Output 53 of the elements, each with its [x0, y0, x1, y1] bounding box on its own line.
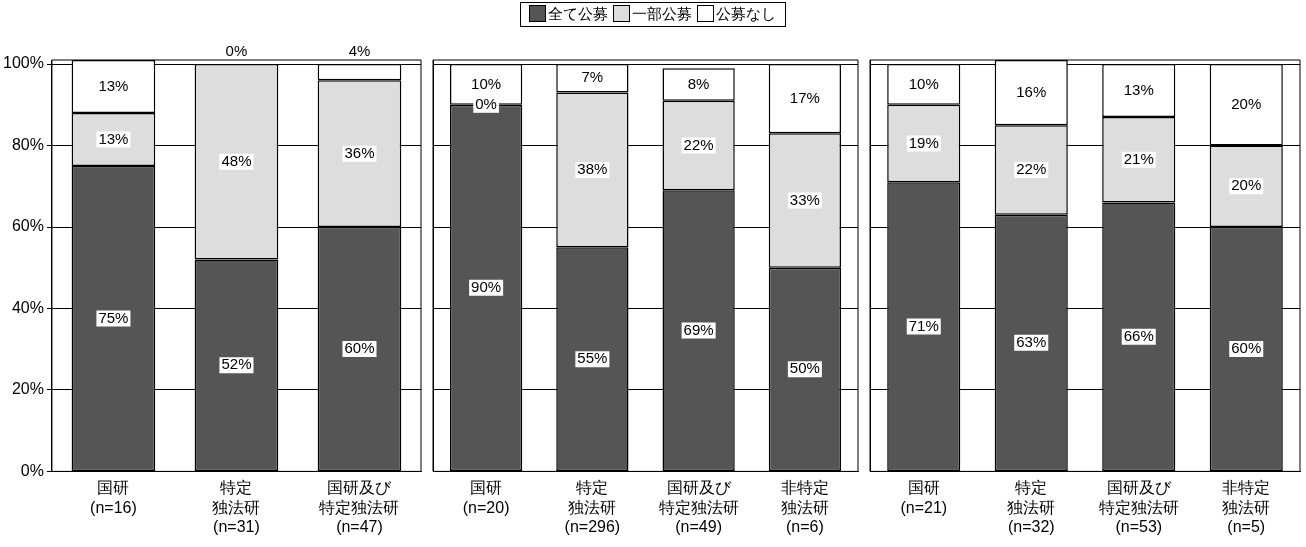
data-label: 10% — [471, 74, 502, 92]
data-label: 10% — [908, 74, 939, 92]
x-tick-label: 国研(n=16) — [90, 479, 137, 516]
x-tick-label: 非特定独法研(n=5) — [1222, 479, 1271, 535]
data-label: 55% — [577, 349, 608, 367]
x-tick-label: 国研及び特定独法研(n=49) — [658, 479, 739, 535]
data-label: 66% — [1123, 326, 1154, 344]
x-tick-label: 特定独法研(n=31) — [212, 479, 261, 535]
data-label: 36% — [344, 143, 375, 161]
y-tick-label: 0% — [20, 461, 44, 479]
data-label: 60% — [1231, 339, 1262, 357]
data-label: 48% — [221, 151, 252, 169]
y-tick-label: 40% — [11, 298, 44, 316]
x-tick-label: 特定独法研(n=32) — [1007, 479, 1056, 535]
x-tick-label: 非特定独法研(n=6) — [780, 479, 829, 535]
data-label: 20% — [1231, 94, 1262, 112]
data-label: 13% — [98, 129, 129, 147]
data-label: 0% — [225, 42, 248, 60]
data-label: 7% — [581, 68, 604, 86]
data-label: 52% — [221, 355, 252, 373]
data-label: 63% — [1016, 332, 1047, 350]
data-label: 4% — [348, 42, 371, 60]
data-label: 13% — [1123, 80, 1154, 98]
x-tick-label: 国研(n=20) — [462, 479, 510, 516]
text: 公募なし — [715, 5, 776, 24]
x-tick-label: 国研(n=21) — [900, 479, 948, 516]
data-label: 21% — [1123, 149, 1154, 167]
data-label: 90% — [471, 277, 502, 295]
data-label: 69% — [683, 320, 714, 338]
x-tick-label: 国研及び特定独法研(n=47) — [319, 479, 400, 535]
data-label: 13% — [98, 76, 129, 94]
y-tick-label: 100% — [3, 54, 44, 72]
legend-label: 一部公募 — [631, 5, 692, 24]
data-label: 19% — [908, 133, 939, 151]
data-label: 17% — [789, 88, 820, 106]
y-tick-label: 60% — [11, 217, 44, 235]
legend-label: 全て公募 — [547, 5, 608, 24]
data-label: 38% — [577, 160, 608, 178]
y-tick-label: 20% — [11, 380, 44, 398]
data-label: 20% — [1231, 176, 1262, 194]
data-label: 8% — [687, 74, 710, 92]
data-label: 71% — [908, 316, 939, 334]
data-label: 60% — [344, 339, 375, 357]
data-label: 16% — [1016, 82, 1047, 100]
x-tick-label: 特定独法研(n=296) — [564, 479, 621, 535]
data-label: 33% — [789, 190, 820, 208]
data-label: 22% — [1016, 160, 1047, 178]
data-label: 50% — [789, 359, 820, 377]
y-tick-label: 80% — [11, 135, 44, 153]
data-label: 22% — [683, 135, 714, 153]
x-tick-label: 国研及び特定独法研(n=53) — [1098, 479, 1179, 535]
data-label: 75% — [98, 308, 129, 326]
data-label: 0% — [475, 94, 497, 112]
